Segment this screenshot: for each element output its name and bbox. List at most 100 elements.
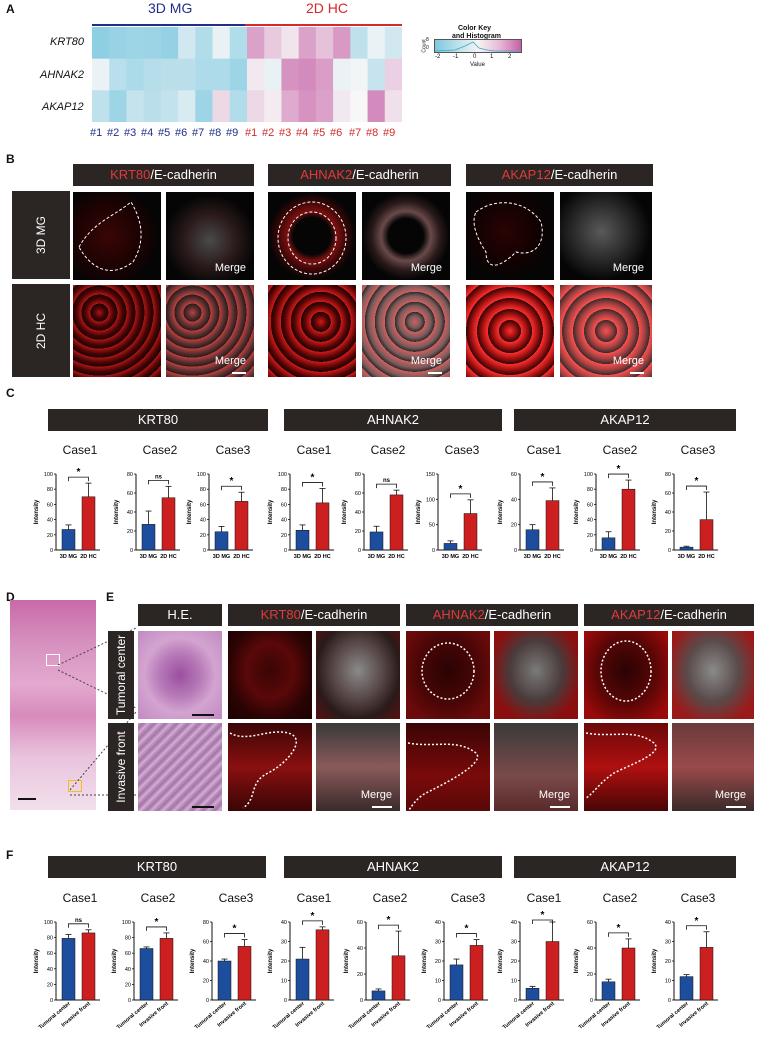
- heatmap-cell: [384, 27, 402, 59]
- heatmap-cell: [367, 58, 386, 91]
- y-tick-label: 40: [665, 920, 671, 926]
- gene-name: AKAP12: [501, 167, 551, 182]
- y-tick-label: 60: [47, 502, 53, 508]
- micro-krt80-front-merge: Merge: [316, 723, 400, 811]
- bar-chart: Case2 Intensity 0 20 40 60 80 100 3D MG 2D HC *: [574, 443, 640, 560]
- y-tick-label: 40: [281, 920, 287, 926]
- col-label: #7: [349, 127, 362, 139]
- y-tick-label: 60: [127, 491, 133, 497]
- micro-krt80-front: [228, 723, 312, 811]
- bar: [61, 529, 76, 551]
- roi-box-front: [68, 780, 82, 792]
- y-tick-label: 80: [125, 936, 131, 942]
- panel-c-label: C: [6, 386, 15, 400]
- gene-label-ahnak2: AHNAK2: [40, 69, 85, 81]
- heatmap-cell: [178, 58, 196, 91]
- x-tick-label: 3D MG: [442, 554, 459, 560]
- bar: [621, 488, 636, 551]
- chart-title: Case1: [527, 891, 562, 905]
- chart-title: Case2: [143, 443, 178, 457]
- bar: [371, 990, 386, 1001]
- micro-ahnak2-center-merge: [494, 631, 578, 719]
- bar: [679, 546, 694, 551]
- scale-bar: [372, 806, 392, 808]
- y-tick-label: 20: [355, 529, 361, 535]
- y-tick-label: 60: [357, 920, 363, 926]
- gene-name: KRT80: [260, 607, 301, 622]
- y-tick-label: 100: [278, 472, 287, 478]
- stain-name: /E-cadherin: [660, 607, 727, 622]
- heatmap-cell: [281, 27, 299, 59]
- y-tick-label: 20: [357, 972, 363, 978]
- x-tick-label: 2D HC: [314, 554, 331, 560]
- significance-bracket: [302, 482, 323, 487]
- y-axis-label: Intensity: [422, 948, 428, 973]
- significance-label: *: [695, 476, 699, 487]
- y-tick-label: 60: [587, 502, 593, 508]
- y-tick-label: 60: [511, 472, 517, 478]
- y-axis-label: Intensity: [652, 948, 658, 973]
- heatmap-cell: [298, 27, 317, 59]
- y-tick-label: 10: [511, 979, 517, 985]
- chart-title: Case3: [445, 443, 480, 457]
- y-tick-label: 80: [355, 472, 361, 478]
- significance-label: *: [459, 484, 463, 495]
- y-axis-label: Intensity: [344, 948, 350, 973]
- y-tick-label: 10: [435, 979, 441, 985]
- y-tick-label: 20: [47, 533, 53, 539]
- y-tick-label: 40: [281, 518, 287, 524]
- heatmap-cell: [298, 58, 317, 91]
- chart-title: Case1: [297, 891, 332, 905]
- micro-akap12-3dmg-merge: Merge: [560, 192, 652, 280]
- significance-bracket: [221, 485, 242, 491]
- y-tick-label: 0: [130, 548, 133, 554]
- micro-krt80-3dmg-merge: Merge: [166, 192, 254, 280]
- chart-title: Case1: [297, 443, 332, 457]
- significance-bracket: [686, 485, 707, 491]
- heatmap-cell: [160, 90, 179, 122]
- y-tick-label: 0: [432, 548, 435, 554]
- heatmap-cell: [195, 27, 213, 59]
- y-axis-label: Intensity: [34, 948, 40, 973]
- gene-name: KRT80: [110, 167, 151, 182]
- y-tick-label: 40: [355, 510, 361, 516]
- y-tick-label: 40: [200, 518, 206, 524]
- micro-ahnak2-3dmg: [268, 192, 356, 280]
- heatmap-cell: [92, 27, 110, 59]
- significance-bracket: [378, 924, 399, 930]
- chart-title: Case2: [371, 443, 406, 457]
- y-tick-label: 100: [122, 920, 131, 926]
- group-label-2d-hc: 2D HC: [306, 0, 349, 16]
- heatmap-cell: [92, 58, 110, 91]
- x-tick-label: 3D MG: [678, 554, 695, 560]
- panel-a-label: A: [6, 2, 15, 16]
- micro-akap12-2dhc: [466, 285, 554, 377]
- group-label-3d-mg: 3D MG: [148, 0, 193, 16]
- bar: [545, 941, 560, 1001]
- y-tick-label: 30: [281, 940, 287, 946]
- y-tick-label: 0: [668, 548, 671, 554]
- he-overview-image: [10, 600, 96, 810]
- y-tick-label: 60: [665, 491, 671, 497]
- heatmap-cell: [109, 90, 127, 122]
- bar: [369, 531, 384, 551]
- x-tick-label: 3D MG: [524, 554, 541, 560]
- y-tick-label: 0: [206, 998, 209, 1004]
- micro-akap12-front-merge: Merge: [672, 723, 754, 811]
- significance-label: *: [541, 910, 545, 921]
- heatmap-cell: [333, 27, 351, 59]
- significance-label: *: [311, 472, 315, 483]
- bar: [391, 955, 406, 1001]
- row-label-2d-hc: 2D HC: [12, 284, 70, 377]
- y-tick-label: 80: [200, 487, 206, 493]
- x-tick-label: Tumoral center: [38, 1000, 73, 1030]
- color-key-xtick: -2: [435, 54, 441, 60]
- heatmap-cell: [264, 90, 282, 122]
- y-tick-label: 0: [514, 998, 517, 1004]
- bar-chart: Case1 Intensity 0 20 40 60 80 100 3D MG 2D HC *: [268, 443, 334, 560]
- x-tick-label: 3D MG: [60, 554, 77, 560]
- y-tick-label: 0: [668, 998, 671, 1004]
- y-tick-label: 20: [281, 533, 287, 539]
